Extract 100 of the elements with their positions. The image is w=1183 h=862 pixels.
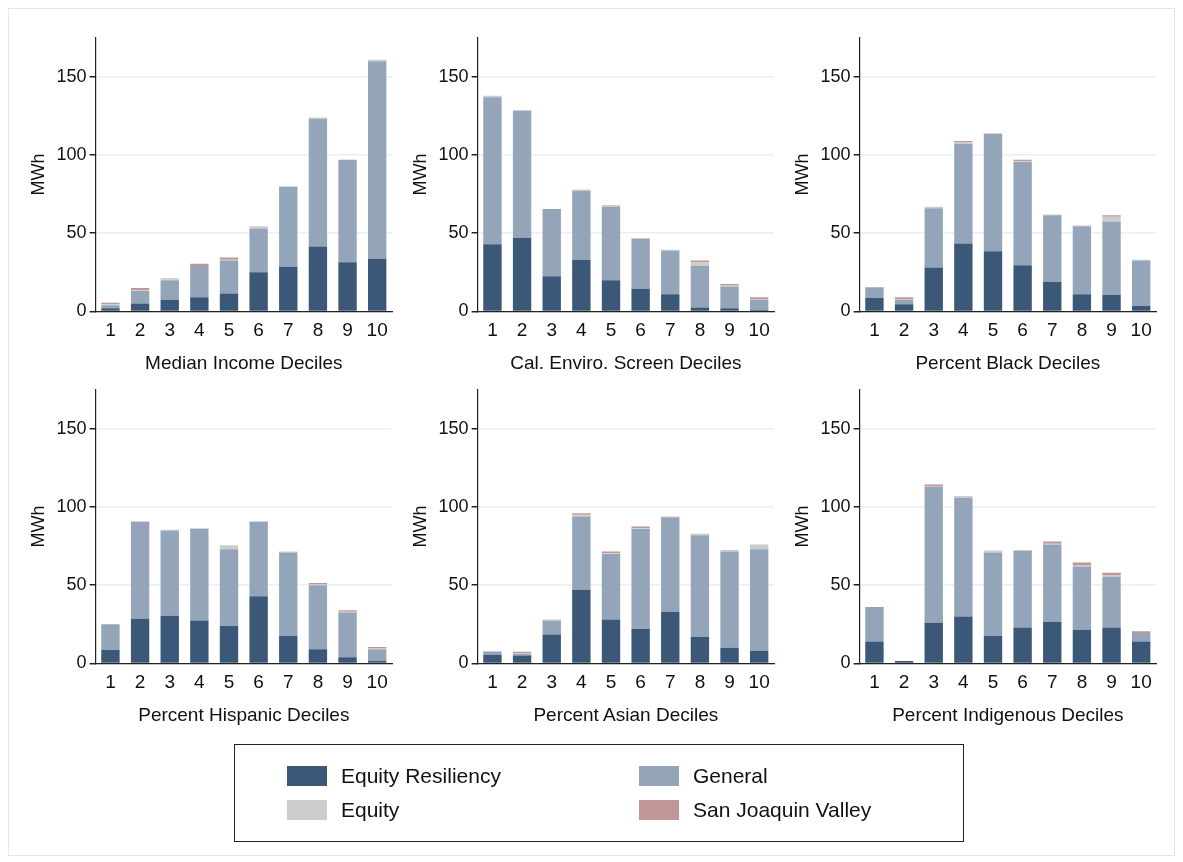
legend-label: Equity Resiliency	[341, 764, 501, 788]
y-tick-label: 50	[66, 574, 87, 595]
x-axis-title: Percent Indigenous Deciles	[892, 703, 1124, 725]
x-tick-label: 7	[1046, 319, 1058, 341]
y-tick-label: 50	[448, 222, 469, 243]
x-tick-label: 8	[694, 319, 706, 341]
x-tick-label: 8	[312, 319, 324, 341]
x-tick-label: 6	[635, 671, 646, 693]
y-tick-label: 0	[840, 300, 851, 321]
y-tick-label: 50	[830, 574, 851, 595]
x-tick-label: 9	[1106, 671, 1117, 693]
x-tick-label: 1	[105, 671, 116, 693]
x-tick-label: 6	[253, 671, 264, 693]
y-tick-label: 0	[76, 652, 87, 673]
x-tick-label: 4	[576, 319, 588, 341]
x-tick-label: 6	[1017, 671, 1028, 693]
x-tick-label: 1	[869, 671, 880, 693]
y-tick-label: 100	[56, 144, 87, 165]
y-tick-label: 0	[76, 300, 87, 321]
x-tick-label: 9	[342, 671, 353, 693]
x-tick-label: 1	[105, 319, 116, 341]
y-tick-label: 100	[820, 496, 851, 517]
x-axis-title: Percent Black Deciles	[915, 351, 1101, 373]
y-tick-label: 0	[458, 652, 469, 673]
x-tick-label: 3	[164, 671, 176, 693]
y-tick-label: 150	[56, 65, 87, 86]
x-axis-title: Percent Hispanic Deciles	[138, 703, 350, 725]
x-tick-label: 10	[1130, 671, 1152, 693]
x-tick-label: 10	[1130, 319, 1152, 341]
x-axis-title: Median Income Deciles	[145, 351, 343, 373]
x-tick-label: 1	[487, 671, 498, 693]
legend-label: Equity	[341, 798, 400, 822]
x-tick-label: 5	[605, 319, 617, 341]
x-tick-label: 7	[282, 319, 294, 341]
y-tick-label: 50	[448, 574, 469, 595]
x-tick-label: 8	[694, 671, 706, 693]
x-tick-label: 3	[546, 319, 558, 341]
x-tick-label: 9	[724, 671, 735, 693]
x-tick-label: 2	[898, 319, 910, 341]
x-tick-label: 5	[605, 671, 617, 693]
y-axis-title: MWh	[409, 505, 430, 548]
y-tick-label: 150	[56, 417, 87, 438]
x-tick-label: 9	[342, 319, 353, 341]
x-tick-label: 2	[134, 319, 146, 341]
y-axis-title: MWh	[27, 153, 48, 196]
x-tick-label: 10	[366, 319, 388, 341]
x-tick-label: 10	[748, 671, 770, 693]
x-axis-title: Cal. Enviro. Screen Deciles	[510, 351, 742, 373]
x-tick-label: 4	[958, 671, 970, 693]
y-tick-label: 150	[820, 65, 851, 86]
x-tick-label: 8	[312, 671, 324, 693]
x-tick-label: 2	[516, 671, 528, 693]
x-tick-label: 7	[282, 671, 294, 693]
x-tick-label: 5	[223, 319, 235, 341]
y-axis-title: MWh	[27, 505, 48, 548]
x-tick-label: 4	[958, 319, 970, 341]
x-tick-label: 9	[724, 319, 735, 341]
y-tick-label: 0	[840, 652, 851, 673]
x-tick-label: 5	[223, 671, 235, 693]
x-tick-label: 1	[487, 319, 498, 341]
x-tick-label: 4	[194, 671, 206, 693]
x-tick-label: 8	[1076, 671, 1088, 693]
x-tick-label: 4	[194, 319, 206, 341]
y-tick-label: 50	[66, 222, 87, 243]
x-tick-label: 6	[635, 319, 646, 341]
x-tick-label: 4	[576, 671, 588, 693]
x-tick-label: 2	[134, 671, 146, 693]
x-tick-label: 9	[1106, 319, 1117, 341]
legend-label: San Joaquin Valley	[693, 798, 872, 822]
x-tick-label: 7	[1046, 671, 1058, 693]
y-tick-label: 100	[438, 496, 469, 517]
x-tick-label: 10	[748, 319, 770, 341]
y-tick-label: 0	[458, 300, 469, 321]
x-tick-label: 8	[1076, 319, 1088, 341]
y-axis-title: MWh	[791, 153, 812, 196]
y-tick-label: 150	[438, 417, 469, 438]
x-tick-label: 5	[987, 671, 999, 693]
x-tick-label: 10	[366, 671, 388, 693]
x-tick-label: 2	[898, 671, 910, 693]
x-tick-label: 3	[546, 671, 558, 693]
x-tick-label: 2	[516, 319, 528, 341]
y-axis-title: MWh	[791, 505, 812, 548]
x-tick-label: 1	[869, 319, 880, 341]
y-tick-label: 100	[820, 144, 851, 165]
y-tick-label: 150	[438, 65, 469, 86]
y-tick-label: 50	[830, 222, 851, 243]
x-axis-title: Percent Asian Deciles	[533, 703, 719, 725]
x-tick-label: 5	[987, 319, 999, 341]
legend-label: General	[693, 764, 768, 788]
x-tick-label: 6	[1017, 319, 1028, 341]
y-tick-label: 150	[820, 417, 851, 438]
y-tick-label: 100	[56, 496, 87, 517]
x-tick-label: 6	[253, 319, 264, 341]
x-tick-label: 3	[928, 319, 940, 341]
x-tick-label: 7	[664, 671, 676, 693]
x-tick-label: 3	[928, 671, 940, 693]
y-axis-title: MWh	[409, 153, 430, 196]
y-tick-label: 100	[438, 144, 469, 165]
x-tick-label: 3	[164, 319, 176, 341]
x-tick-label: 7	[664, 319, 676, 341]
